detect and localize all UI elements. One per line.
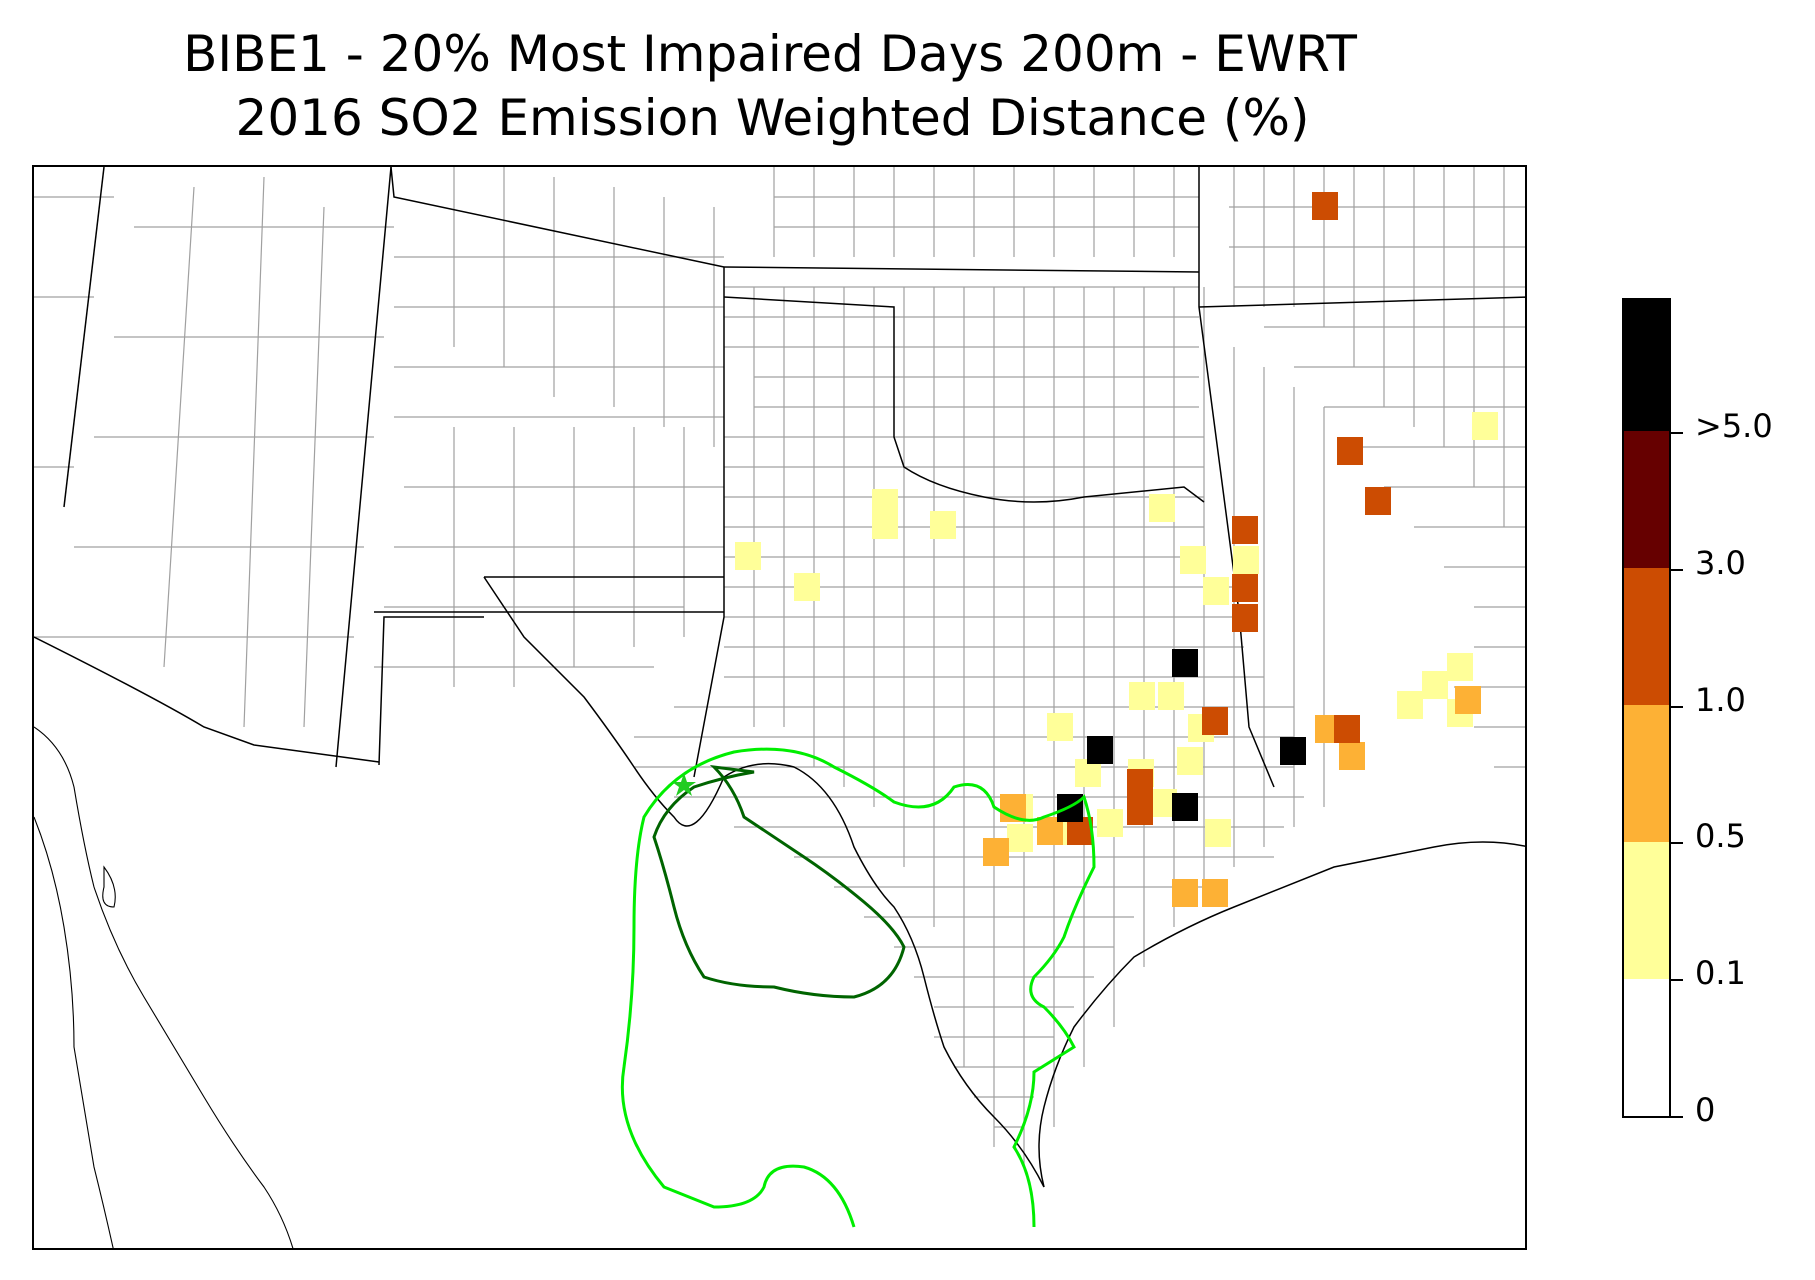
- colorbar-bin-1: [1624, 842, 1669, 979]
- grid-cell: [1172, 793, 1198, 821]
- grid-cell: [1422, 671, 1448, 699]
- grid-cell: [1203, 577, 1229, 605]
- colorbar-bin-5: [1624, 300, 1669, 431]
- map-title-line-2: 2016 SO2 Emission Weighted Distance (%): [235, 89, 1310, 147]
- grid-cell: [1280, 737, 1306, 765]
- grid-cell: [1447, 653, 1473, 681]
- grid-cell: [1232, 516, 1258, 544]
- grid-cell: [1232, 604, 1258, 632]
- grid-cell: [1177, 747, 1203, 775]
- grid-cell: [1149, 494, 1175, 522]
- colorbar-label-0-1: 0.1: [1695, 954, 1746, 992]
- grid-cell: [1365, 487, 1391, 515]
- grid-cell: [1472, 412, 1498, 440]
- grid-cell: [794, 573, 820, 601]
- site-marker: [672, 773, 696, 796]
- grid-cell: [1172, 649, 1198, 677]
- colorbar-label-0-5: 0.5: [1695, 817, 1746, 855]
- grid-cell: [1339, 742, 1365, 770]
- colorbar-tick-4: [1671, 569, 1683, 571]
- grid-cell: [1097, 809, 1123, 837]
- inner-contour-line: [652, 764, 906, 999]
- grid-cell: [1455, 686, 1481, 714]
- mexico-coastline: [34, 726, 294, 1248]
- grid-cell: [1172, 879, 1198, 907]
- grid-cell: [983, 838, 1009, 866]
- colorbar-tick-1: [1671, 979, 1683, 981]
- grid-cell: [1180, 546, 1206, 574]
- colorbar-label-1-0: 1.0: [1695, 681, 1746, 719]
- grid-cell: [1397, 691, 1423, 719]
- outer-contour-line: [620, 747, 1096, 1228]
- map-canvas: [34, 167, 1525, 1248]
- colorbar-tick-2: [1671, 842, 1683, 844]
- colorbar-bin-0: [1624, 979, 1669, 1116]
- colorbar-label-0: 0: [1695, 1091, 1716, 1129]
- grid-cell: [1202, 879, 1228, 907]
- colorbar-tick-5: [1671, 432, 1683, 434]
- grid-cell: [872, 511, 898, 539]
- colorbar: [1622, 298, 1671, 1118]
- map-title-line-1: BIBE1 - 20% Most Impaired Days 200m - EW…: [183, 25, 1357, 83]
- grid-cell: [1312, 192, 1338, 220]
- colorbar-bin-3: [1624, 568, 1669, 705]
- grid-cell: [1232, 574, 1258, 602]
- grid-cell: [1158, 682, 1184, 710]
- grid-cell: [735, 542, 761, 570]
- colorbar-label-3-0: 3.0: [1695, 544, 1746, 582]
- grid-cell: [1205, 819, 1231, 847]
- star-icon: [672, 773, 696, 796]
- grid-cell: [1127, 769, 1153, 797]
- colorbar-tick-0: [1671, 1116, 1683, 1118]
- grid-cell: [1233, 546, 1259, 574]
- state-boundaries: [34, 167, 1525, 1188]
- map-panel: [32, 165, 1527, 1250]
- grid-cell: [1129, 682, 1155, 710]
- grid-cell: [1087, 736, 1113, 764]
- grid-cell: [930, 511, 956, 539]
- grid-cell: [1007, 824, 1033, 852]
- grid-cell: [1334, 715, 1360, 743]
- colorbar-bin-4: [1624, 431, 1669, 568]
- grid-cell: [1127, 797, 1153, 825]
- grid-cell: [1202, 707, 1228, 735]
- colorbar-bin-2: [1624, 705, 1669, 842]
- colorbar-tick-3: [1671, 706, 1683, 708]
- colorbar-label-5-0: >5.0: [1695, 407, 1773, 445]
- emission-grid-cells: [735, 192, 1498, 907]
- county-boundaries: [34, 167, 1525, 1167]
- grid-cell: [1047, 713, 1073, 741]
- grid-cell: [1337, 437, 1363, 465]
